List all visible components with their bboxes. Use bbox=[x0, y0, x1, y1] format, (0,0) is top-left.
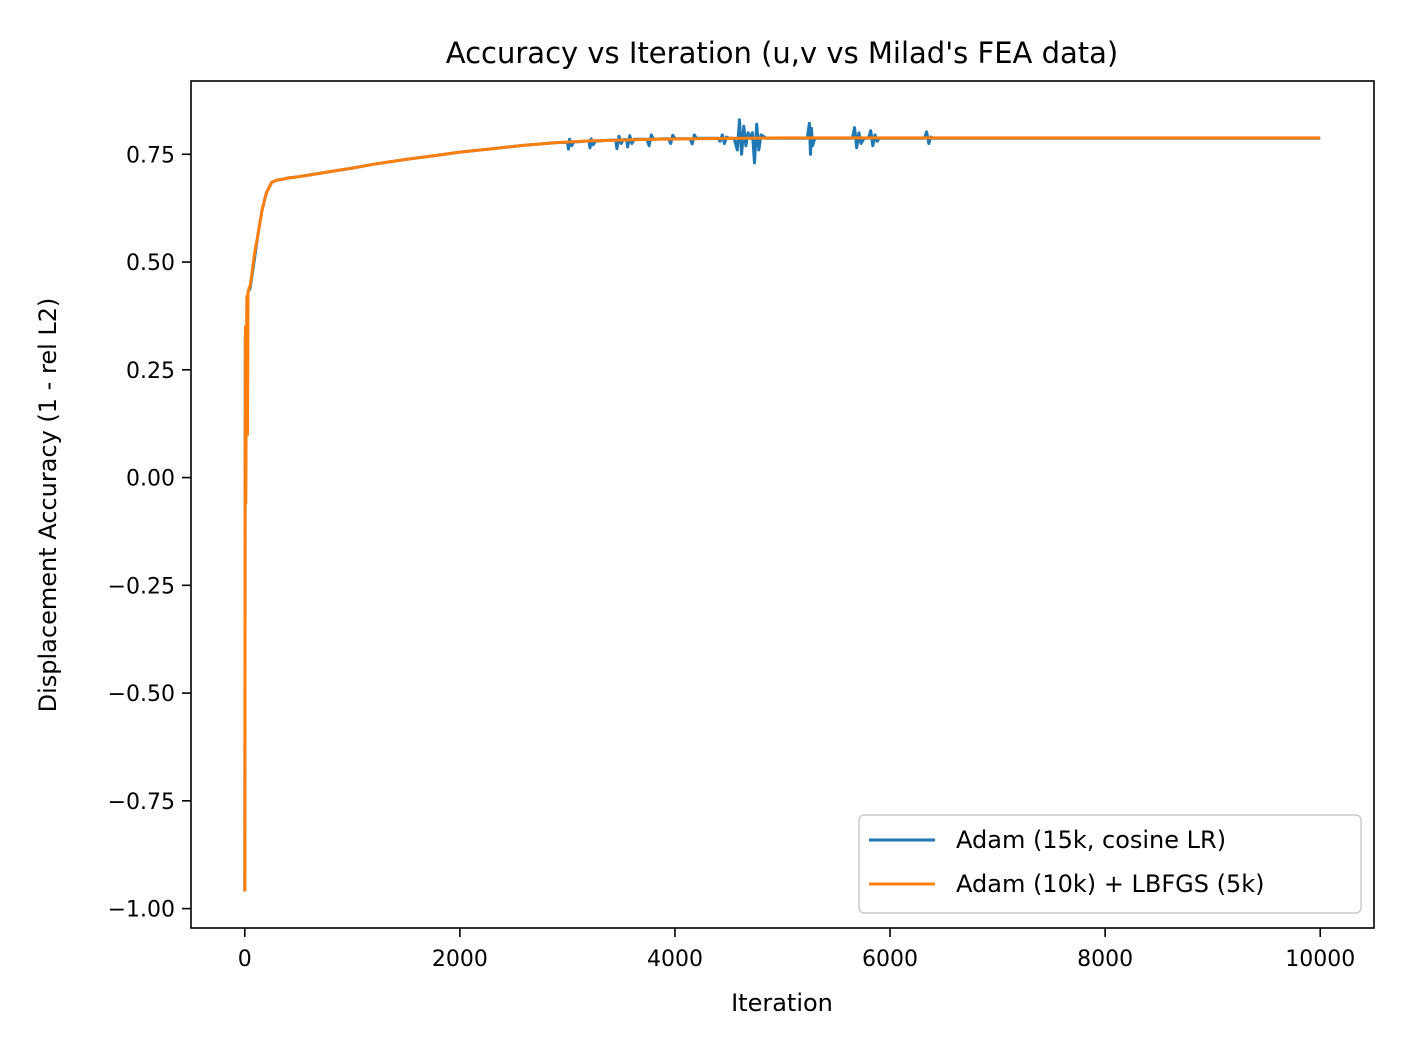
x-tick-label: 2000 bbox=[432, 947, 488, 972]
legend-box bbox=[858, 814, 1362, 914]
x-tick-label: 0 bbox=[238, 947, 252, 972]
y-tick-label: −1.00 bbox=[108, 898, 175, 923]
x-tick-label: 8000 bbox=[1077, 947, 1133, 972]
legend-label-adam-lbfgs: Adam (10k) + LBFGS (5k) bbox=[956, 870, 1264, 898]
x-axis: 0 2000 4000 6000 8000 10000 bbox=[238, 928, 1355, 972]
x-tick-label: 4000 bbox=[647, 947, 703, 972]
y-axis: −1.00 −0.75 −0.50 −0.25 0.00 0.25 0.50 0.75 bbox=[108, 143, 191, 923]
series-layer bbox=[243, 118, 1321, 892]
y-tick-label: 0.50 bbox=[126, 251, 175, 276]
y-tick-label: 0.00 bbox=[126, 467, 175, 492]
y-axis-label: Displacement Accuracy (1 - rel L2) bbox=[34, 298, 62, 713]
y-tick-label: −0.25 bbox=[108, 574, 175, 599]
plot-area bbox=[190, 80, 1375, 929]
x-axis-label: Iteration bbox=[731, 989, 833, 1017]
y-tick-label: −0.50 bbox=[108, 682, 175, 707]
legend: Adam (15k, cosine LR) Adam (10k) + LBFGS… bbox=[858, 814, 1362, 914]
x-tick-label: 10000 bbox=[1285, 947, 1355, 972]
y-tick-label: −0.75 bbox=[108, 790, 175, 815]
legend-label-adam-cosine: Adam (15k, cosine LR) bbox=[956, 826, 1226, 854]
chart-title: Accuracy vs Iteration (u,v vs Milad's FE… bbox=[446, 36, 1118, 70]
series-line-adam-lbfgs bbox=[243, 136, 1321, 892]
y-tick-label: 0.25 bbox=[126, 359, 175, 384]
y-tick-label: 0.75 bbox=[126, 143, 175, 168]
axes-frame bbox=[190, 80, 1375, 929]
x-tick-label: 6000 bbox=[862, 947, 918, 972]
